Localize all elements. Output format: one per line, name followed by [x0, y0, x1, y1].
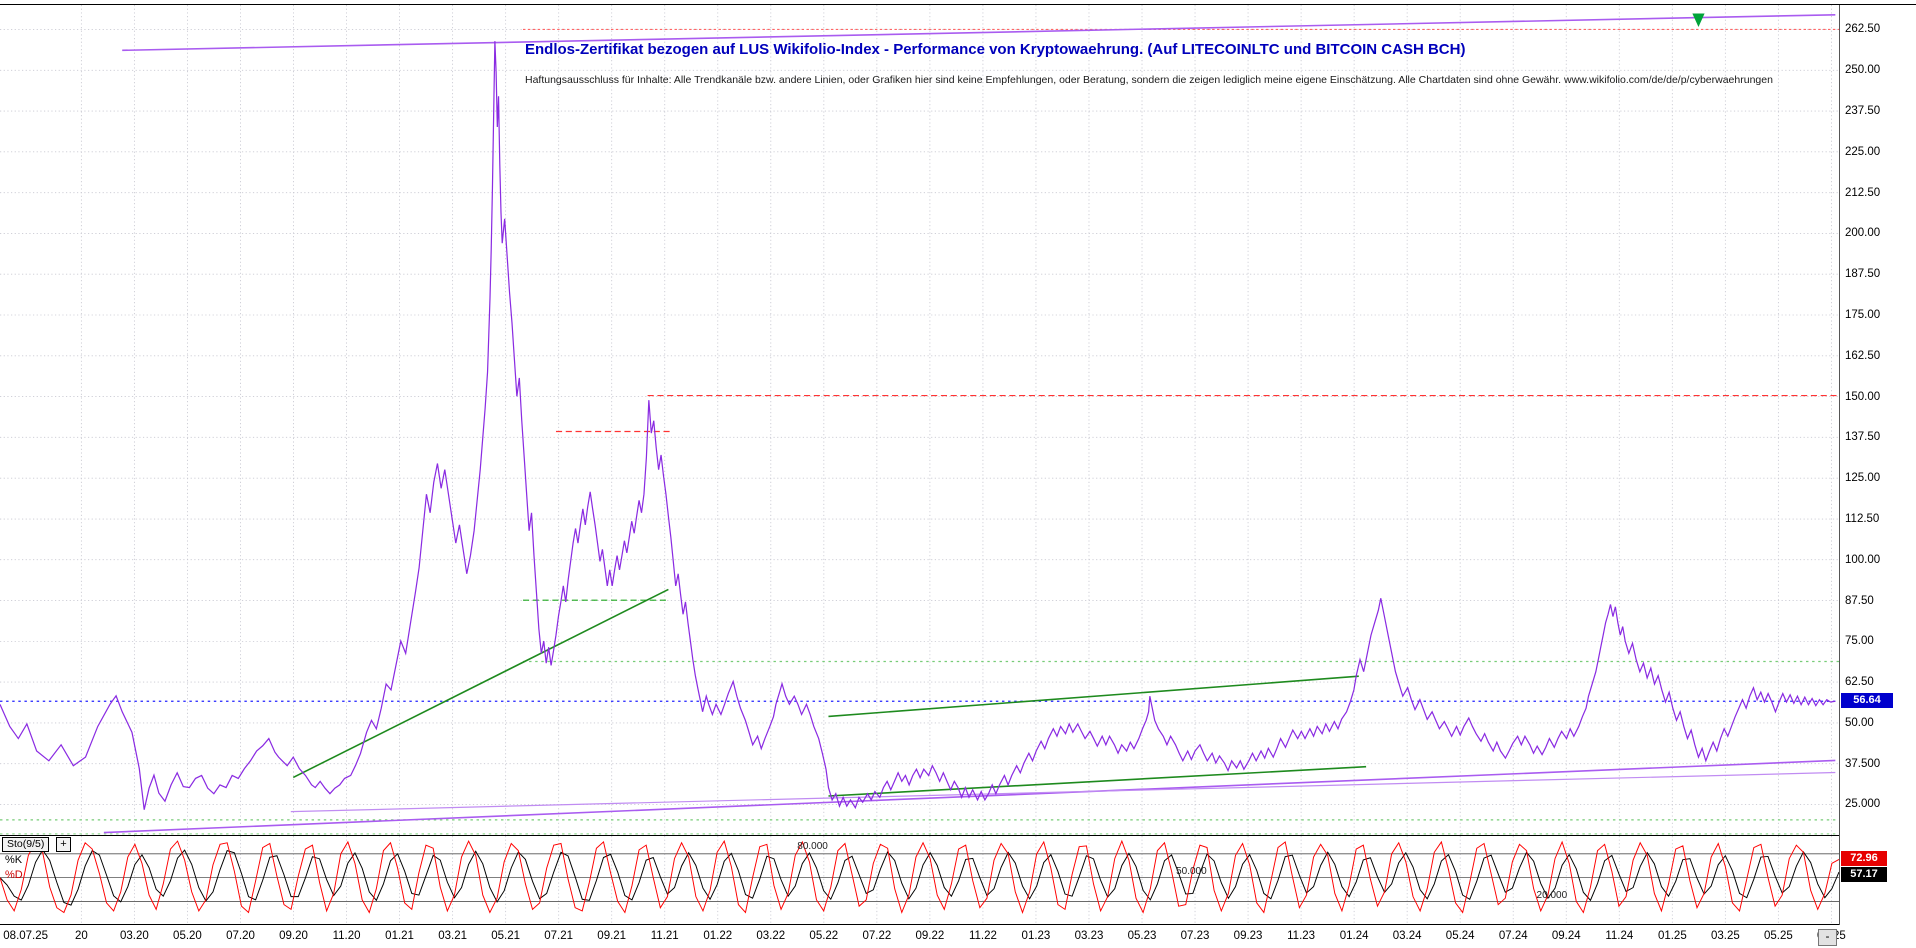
x-axis-label: 03.23 [1074, 930, 1104, 942]
x-axis-label: 20 [74, 930, 88, 942]
x-axis-label: 11.20 [332, 930, 361, 942]
x-axis-label: 03.20 [120, 930, 149, 942]
y-axis-tick: 125.00 [1845, 472, 1881, 485]
stochastic-panel[interactable]: Sto(9/5) + %K %D 80.000 50.000 20.000 [0, 835, 1839, 925]
sto-chart-svg[interactable] [0, 836, 1839, 924]
y-axis-tick: 50.00 [1845, 716, 1874, 729]
y-axis-tick: 150.00 [1845, 390, 1881, 403]
stochastic-d-label: %D [5, 869, 23, 881]
x-axis-label: 01.24 [1339, 930, 1369, 942]
x-axis-label: 05.23 [1127, 930, 1157, 942]
x-axis-label: 11.24 [1605, 930, 1634, 942]
x-axis-label: 03.25 [1710, 930, 1740, 942]
x-axis-label: 09.24 [1551, 930, 1581, 942]
stochastic-settings-button[interactable]: Sto(9/5) [2, 837, 50, 852]
trend-line[interactable] [828, 675, 1359, 718]
y-axis-tick: 200.00 [1845, 227, 1881, 240]
y-axis-tick: 100.00 [1845, 553, 1881, 566]
y-axis-tick: 175.00 [1845, 309, 1881, 321]
y-axis-tick: 162.50 [1845, 349, 1881, 362]
page-title: Endlos-Zertifikat bezogen auf LUS Wikifo… [525, 41, 1466, 58]
x-axis-label: 01.25 [1657, 930, 1687, 942]
trend-line[interactable] [292, 588, 669, 779]
x-axis-label: 03.21 [438, 930, 467, 942]
sto-level-label: 80.000 [797, 841, 828, 853]
sto-level-label: 20.000 [1536, 889, 1568, 901]
x-axis-label: 05.25 [1764, 930, 1793, 942]
stochastic-k-badge: 72.96 [1841, 850, 1887, 866]
y-axis-tick: 87.50 [1845, 594, 1874, 607]
x-axis-label: 09.22 [915, 930, 945, 942]
y-axis-tick: 112.50 [1845, 512, 1880, 525]
x-axis-label: 05.24 [1445, 930, 1475, 942]
stochastic-k-label: %K [5, 854, 23, 866]
x-axis-label: 01.23 [1021, 930, 1051, 942]
x-axis-label: 07.21 [544, 930, 574, 942]
trend-line[interactable] [290, 771, 1836, 813]
x-axis-label: 11.23 [1287, 930, 1316, 942]
y-axis-tick: 212.50 [1845, 186, 1881, 199]
y-axis-tick: 137.50 [1845, 431, 1881, 444]
y-axis-tick: 25.000 [1845, 798, 1881, 811]
x-axis-label: 05.22 [809, 930, 839, 942]
x-axis-label: 11.22 [968, 930, 997, 942]
x-axis-label: 03.24 [1392, 930, 1422, 942]
y-axis-tick: 250.00 [1845, 64, 1881, 77]
y-axis-tick: 37.500 [1845, 757, 1881, 770]
x-axis-label: 07.23 [1180, 930, 1210, 942]
x-axis-label: 09.21 [597, 930, 627, 942]
x-axis-label: 03.22 [756, 930, 786, 942]
price-axis[interactable]: 262.50 250.00 237.50 225.00 212.50 200.00 187.… [1839, 5, 1916, 925]
x-axis-label: 08.07.25 [3, 930, 49, 942]
x-axis-label: 05.20 [173, 930, 202, 942]
x-axis-label: 05.21 [491, 930, 521, 942]
main-chart-svg[interactable] [0, 5, 1839, 835]
price-line [0, 41, 1836, 810]
x-axis-label: 01.22 [703, 930, 733, 942]
time-axis[interactable]: 08.07.25 20 03.20 05.20 07.20 09.20 11.20 01.21… [0, 925, 1846, 948]
stochastic-k-line [0, 839, 1839, 914]
chart-top-border [0, 4, 1916, 5]
sto-level-label: 50.000 [1176, 865, 1207, 877]
y-axis-tick: 262.50 [1845, 23, 1881, 36]
y-axis-tick: 62.50 [1845, 676, 1874, 689]
zoom-out-button[interactable]: - [1818, 929, 1837, 946]
x-axis-label: 07.22 [862, 930, 892, 942]
trend-line[interactable] [828, 765, 1367, 797]
y-axis-tick: 225.00 [1845, 145, 1881, 158]
disclaimer-text: Haftungsausschluss für Inhalte: Alle Tre… [525, 74, 1773, 86]
signal-arrow-icon [1692, 13, 1705, 28]
price-panel[interactable]: Endlos-Zertifikat bezogen auf LUS Wikifo… [0, 5, 1839, 835]
stochastic-d-badge: 57.17 [1841, 866, 1887, 882]
current-price-badge: 56.64 [1841, 693, 1893, 709]
x-axis-label: 07.24 [1498, 930, 1528, 942]
add-indicator-button[interactable]: + [56, 837, 71, 852]
y-axis-tick: 187.50 [1845, 268, 1881, 281]
y-axis-tick: 75.00 [1845, 635, 1874, 648]
y-axis-tick: 237.50 [1845, 105, 1881, 118]
x-axis-label: 09.23 [1233, 930, 1263, 942]
x-axis-label: 07.20 [226, 930, 255, 942]
x-axis-label: 09.20 [279, 930, 308, 942]
trend-line[interactable] [122, 13, 1836, 52]
x-axis-label: 11.21 [650, 930, 679, 942]
x-axis-label: 01.21 [385, 930, 414, 942]
stochastic-d-line [0, 848, 1839, 906]
